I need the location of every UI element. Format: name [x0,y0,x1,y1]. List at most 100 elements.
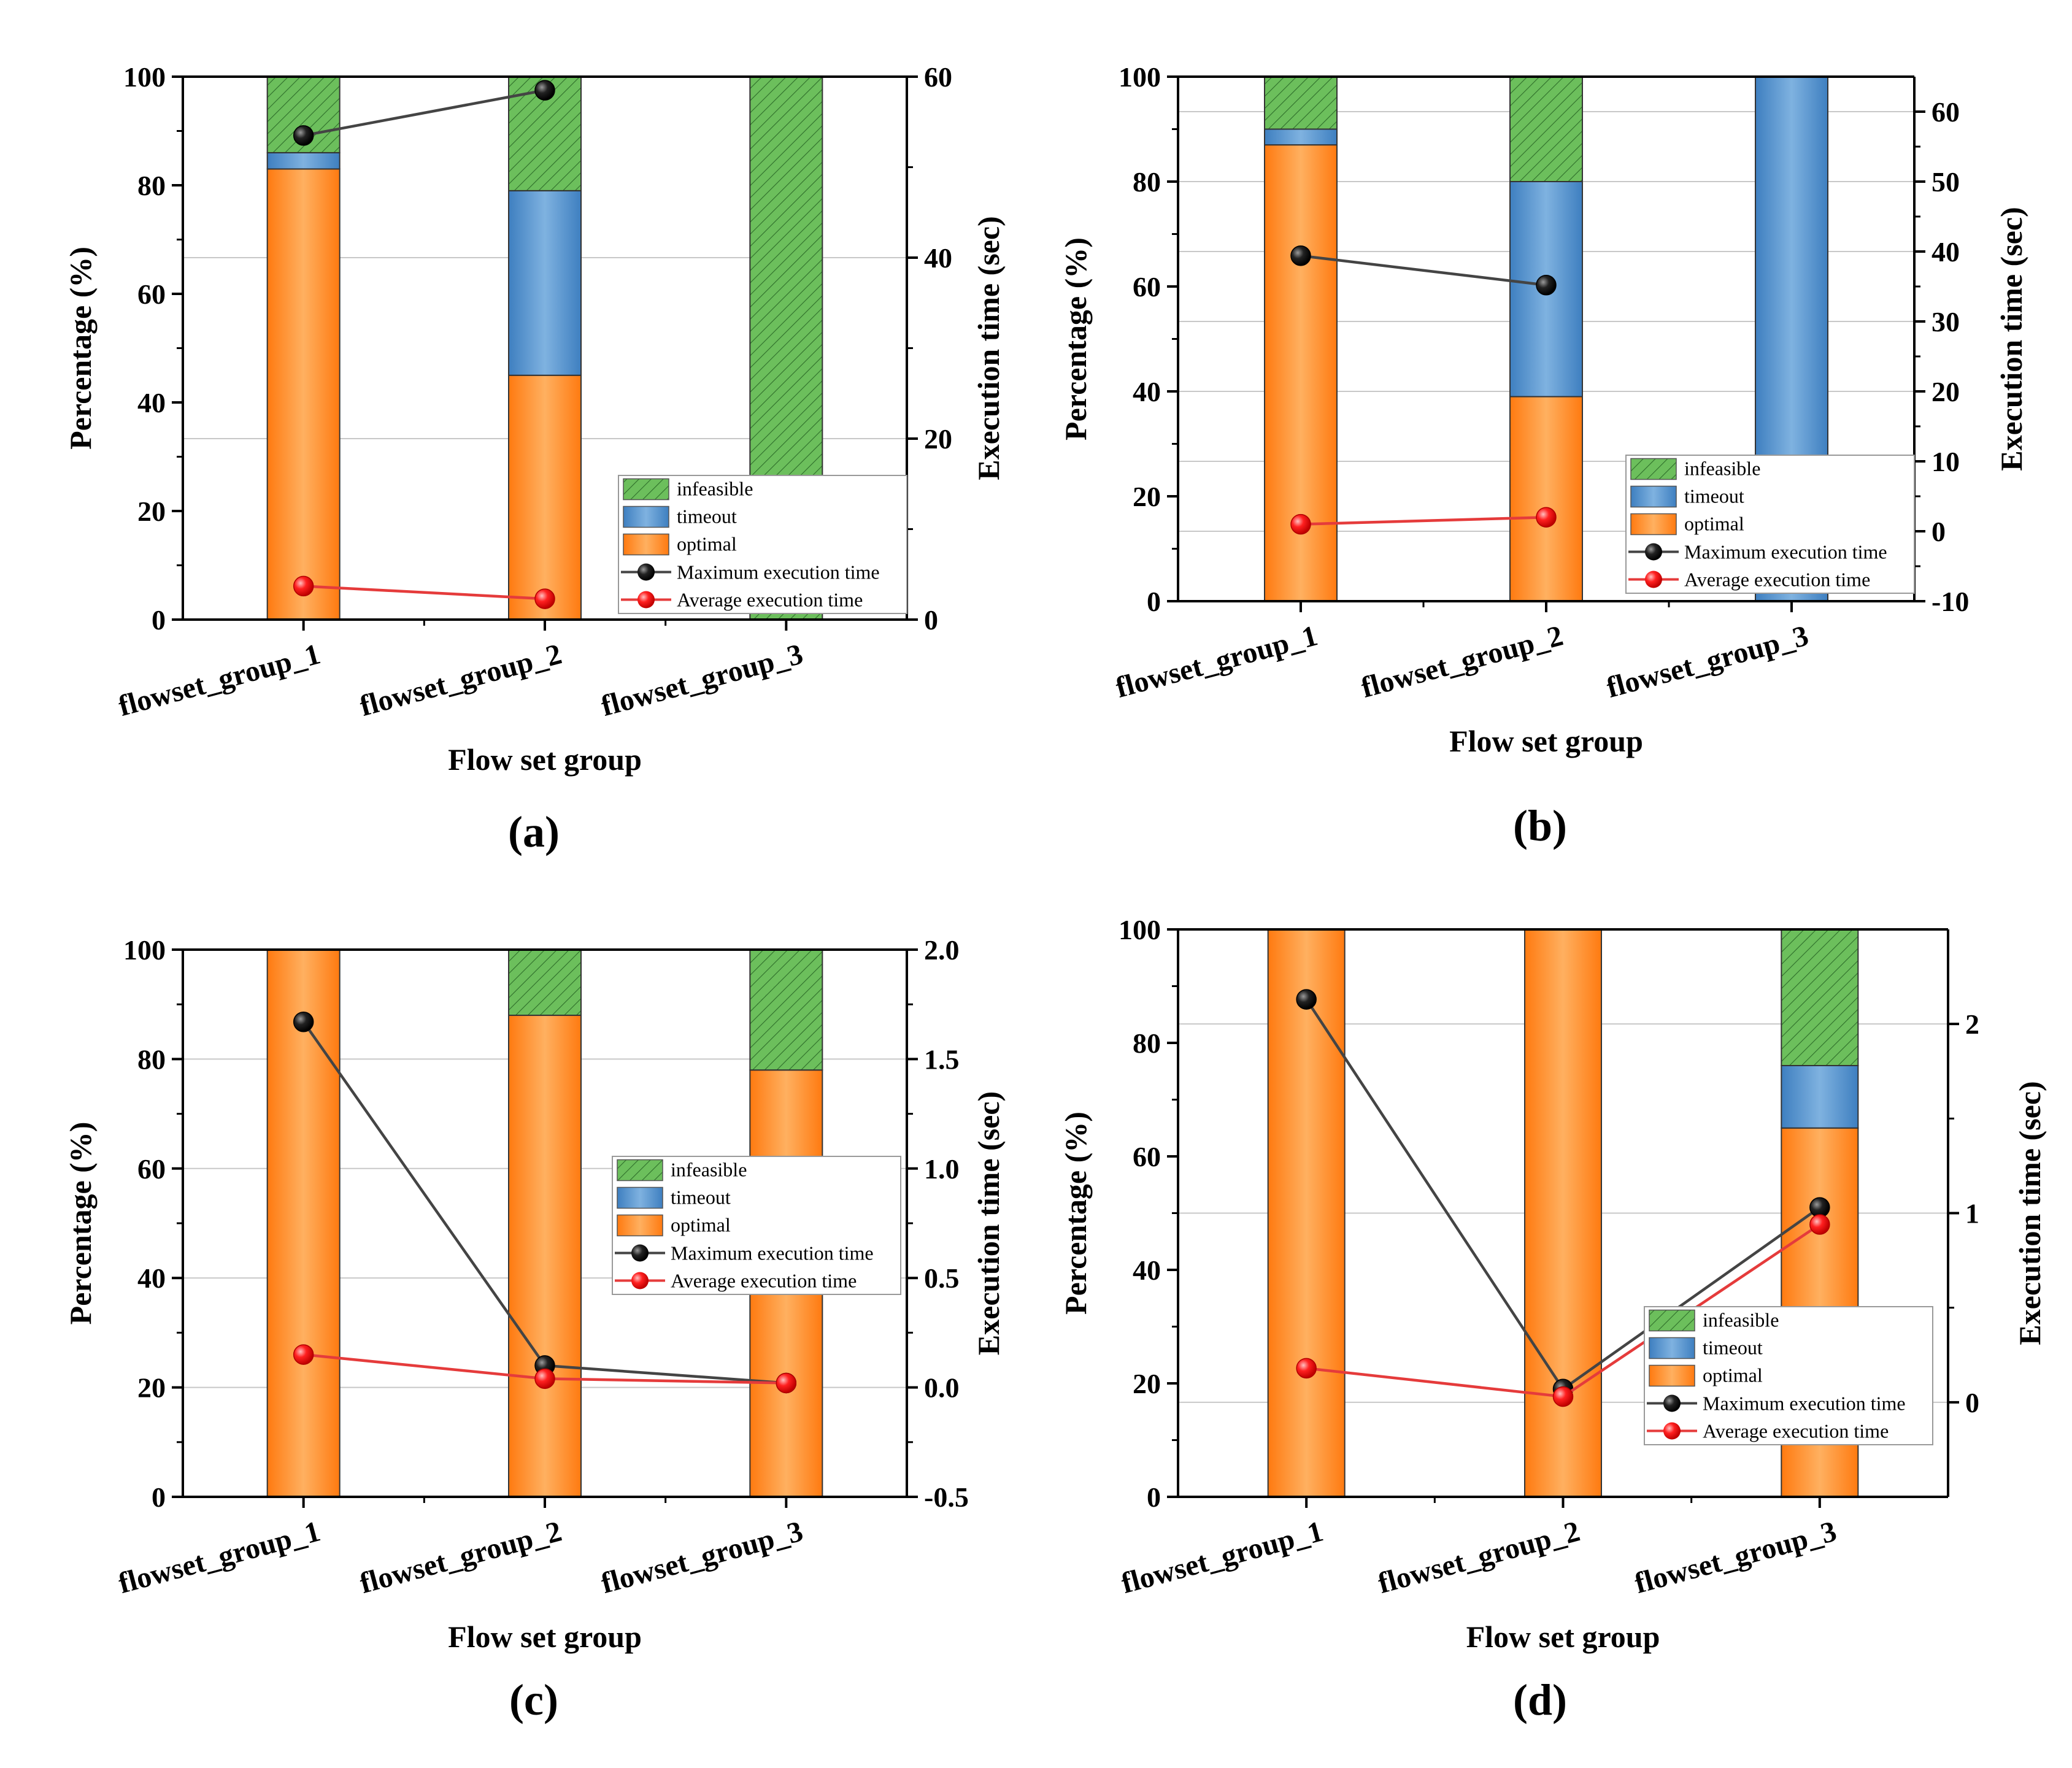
chart-panel-4: 0 20 40 60 80 100 0 1 2 flowset_group_1 flowset_gr… [1058,914,2047,1724]
y2-tick-label: 1 [1965,1198,1979,1229]
legend-label-avg: Average execution time [677,589,863,611]
legend: infeasible timeout optimal Maximum executio… [612,1156,901,1295]
legend: infeasible timeout optimal Maximum executio… [618,475,907,614]
y-tick-label: 80 [137,1044,166,1075]
y-tick-label: 20 [137,496,166,527]
y-tick-label: 80 [137,170,166,201]
legend-marker-avg [1645,571,1662,588]
chart-panel-2: 0 20 40 60 80 100 -10 0 10 20 30 40 50 60 flowset_grou… [1058,61,2028,850]
legend-swatch-infeasible [617,1159,663,1182]
x-tick-label: flowset_group_2 [1358,619,1566,704]
legend-swatch-optimal [623,533,669,556]
y2-tick-label: 60 [924,61,952,93]
legend-swatch-optimal [1630,513,1677,536]
avg-time-point-1 [1296,1358,1317,1379]
max-time-line [303,88,545,137]
chart-panel-3: 0 20 40 60 80 100 -0.5 0.0 0.5 1.0 1.5 2.0 flowset_g… [63,934,1006,1724]
chart-panel-1: 0 20 40 60 80 100 0 20 40 60 flowset_group_1 flowse… [63,61,1006,856]
x-axis-title: Flow set group [1449,724,1643,758]
y2-tick-label: 10 [1931,446,1960,477]
legend-marker-max [1663,1394,1681,1412]
bar-infeasible-2 [1509,76,1583,182]
x-tick-label: flowset_group_3 [1631,1515,1840,1600]
legend-marker-avg [631,1272,649,1289]
y-tick-label: 40 [1133,1255,1161,1286]
y-tick-label: 100 [1119,61,1161,93]
bar-timeout-1 [1264,128,1338,146]
y2-tick-label: 20 [1931,376,1960,407]
max-time-point-1 [1296,989,1317,1010]
y2-axis-title: Execution time (sec) [971,216,1006,480]
legend-label-timeout: timeout [1684,485,1744,507]
y2-tick-label: 40 [924,242,952,274]
bar-optimal-1 [266,949,341,1497]
y-tick-label: 100 [123,61,166,93]
x-tick-label: flowset_group_3 [598,637,806,723]
legend-label-timeout: timeout [1703,1337,1763,1359]
y2-tick-label: 1.5 [924,1044,960,1075]
avg-time-point-2 [1536,507,1557,528]
legend-label-optimal: optimal [1703,1364,1763,1386]
y2-tick-label: 0 [1965,1387,1979,1418]
bar-optimal-2 [508,374,582,620]
bar-timeout-1 [266,152,341,170]
legend-label-avg: Average execution time [1684,569,1870,591]
x-tick-label: flowset_group_1 [1118,1515,1327,1600]
y2-tick-label: 0 [924,604,938,636]
legend-label-avg: Average execution time [1703,1420,1889,1442]
legend-swatch-infeasible [1630,458,1677,480]
legend: infeasible timeout optimal Maximum executio… [1644,1306,1933,1445]
avg-time-point-1 [293,1344,314,1365]
bar-optimal-2 [1524,929,1602,1497]
y2-tick-label: 1.0 [924,1153,960,1185]
bar-optimal-2 [1509,396,1583,602]
y2-tick-label: 2.0 [924,934,960,966]
max-time-line [1300,254,1547,286]
panel-label: (c) [509,1675,558,1724]
legend-label-infeasible: infeasible [1684,458,1760,480]
y2-tick-label: -0.5 [924,1482,969,1513]
x-tick-label: flowset_group_3 [1603,619,1812,704]
max-time-point-2 [1536,274,1557,296]
max-time-point-2 [534,80,555,101]
legend-label-optimal: optimal [1684,513,1744,535]
x-tick-label: flowset_group_1 [115,637,324,723]
y-tick-label: 0 [152,604,166,636]
max-time-point-1 [293,125,314,146]
avg-time-point-3 [776,1372,797,1394]
avg-time-line [303,585,545,601]
y2-tick-label: 40 [1931,236,1960,267]
legend-marker-avg [1663,1422,1681,1440]
y2-axis-title: Execution time (sec) [1994,207,2028,471]
x-axis-title: Flow set group [448,742,642,777]
avg-time-point-3 [1809,1214,1830,1235]
bar-infeasible-1 [1264,76,1338,130]
legend-label-max: Maximum execution time [671,1242,874,1264]
y-tick-label: 20 [137,1372,166,1404]
legend-label-infeasible: infeasible [1703,1309,1779,1331]
legend-label-max: Maximum execution time [1684,541,1887,563]
bar-infeasible-2 [508,949,582,1017]
y-axis-title: Percentage (%) [63,247,98,450]
y-axis-title: Percentage (%) [63,1122,98,1325]
y2-tick-label: 60 [1931,96,1960,128]
y-tick-label: 40 [137,387,166,418]
legend-swatch-infeasible [623,478,669,501]
legend-label-optimal: optimal [677,533,737,555]
y2-tick-label: 30 [1931,306,1960,337]
legend-swatch-optimal [1649,1364,1695,1387]
legend-swatch-optimal [617,1214,663,1237]
max-time-point-1 [1290,245,1311,266]
x-tick-label: flowset_group_2 [356,637,565,723]
y-axis-title: Percentage (%) [1058,1112,1093,1315]
y-tick-label: 40 [137,1263,166,1294]
bar-timeout-3 [1781,1065,1859,1129]
legend-label-timeout: timeout [671,1186,731,1209]
panel-label: (d) [1513,1675,1567,1724]
avg-time-point-1 [293,575,314,597]
y2-tick-label: 0.0 [924,1372,960,1404]
y-tick-label: 0 [152,1482,166,1513]
legend-swatch-infeasible [1649,1309,1695,1332]
legend-marker-max [637,563,655,581]
